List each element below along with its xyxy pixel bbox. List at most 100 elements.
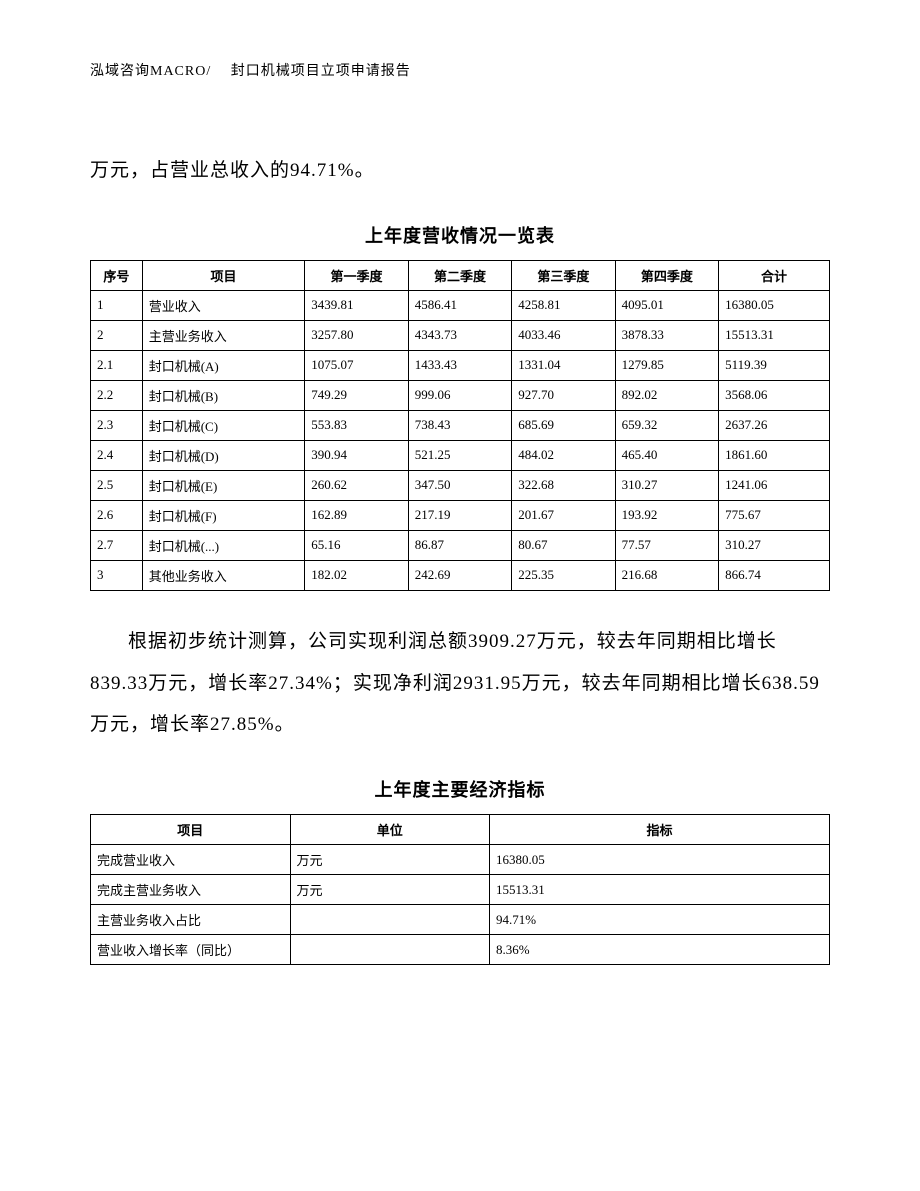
table-cell: 553.83 <box>305 410 408 440</box>
table-cell: 182.02 <box>305 560 408 590</box>
table-cell: 营业收入增长率（同比） <box>91 935 291 965</box>
table-cell: 1331.04 <box>512 350 615 380</box>
table-cell: 2 <box>91 320 143 350</box>
table-cell: 347.50 <box>408 470 511 500</box>
table-cell: 4095.01 <box>615 290 718 320</box>
col-header: 第三季度 <box>512 260 615 290</box>
table-row: 2.6封口机械(F)162.89217.19201.67193.92775.67 <box>91 500 830 530</box>
table-row: 营业收入增长率（同比） 8.36% <box>91 935 830 965</box>
table-cell: 封口机械(E) <box>142 470 305 500</box>
table-row: 1营业收入3439.814586.414258.814095.0116380.0… <box>91 290 830 320</box>
table-cell: 2.6 <box>91 500 143 530</box>
table-cell: 4586.41 <box>408 290 511 320</box>
table-cell: 2.7 <box>91 530 143 560</box>
table-cell <box>290 935 490 965</box>
table-cell: 738.43 <box>408 410 511 440</box>
table-cell: 封口机械(F) <box>142 500 305 530</box>
page-header: 泓域咨询MACRO/ 封口机械项目立项申请报告 <box>90 60 830 80</box>
table-cell: 685.69 <box>512 410 615 440</box>
table-cell: 465.40 <box>615 440 718 470</box>
table-cell: 201.67 <box>512 500 615 530</box>
table-cell: 封口机械(B) <box>142 380 305 410</box>
table-cell: 310.27 <box>719 530 830 560</box>
table-row: 2主营业务收入3257.804343.734033.463878.3315513… <box>91 320 830 350</box>
table-row: 完成主营业务收入万元15513.31 <box>91 875 830 905</box>
table-cell: 15513.31 <box>719 320 830 350</box>
table-cell: 927.70 <box>512 380 615 410</box>
table-row: 2.7封口机械(...)65.1686.8780.6777.57310.27 <box>91 530 830 560</box>
table-cell: 217.19 <box>408 500 511 530</box>
table-cell: 完成营业收入 <box>91 845 291 875</box>
table-cell: 892.02 <box>615 380 718 410</box>
table-row: 完成营业收入万元16380.05 <box>91 845 830 875</box>
table-cell: 1279.85 <box>615 350 718 380</box>
table-cell: 1 <box>91 290 143 320</box>
table-cell: 1241.06 <box>719 470 830 500</box>
table-cell: 4033.46 <box>512 320 615 350</box>
table-cell: 3257.80 <box>305 320 408 350</box>
table-cell: 260.62 <box>305 470 408 500</box>
col-header: 合计 <box>719 260 830 290</box>
col-header: 项目 <box>142 260 305 290</box>
col-header: 第二季度 <box>408 260 511 290</box>
table-cell: 4343.73 <box>408 320 511 350</box>
table-cell: 3878.33 <box>615 320 718 350</box>
table-cell: 2.4 <box>91 440 143 470</box>
table-cell: 16380.05 <box>719 290 830 320</box>
table-header-row: 项目 单位 指标 <box>91 815 830 845</box>
table-header-row: 序号 项目 第一季度 第二季度 第三季度 第四季度 合计 <box>91 260 830 290</box>
table-cell: 775.67 <box>719 500 830 530</box>
table-cell: 5119.39 <box>719 350 830 380</box>
indicators-table: 项目 单位 指标 完成营业收入万元16380.05完成主营业务收入万元15513… <box>90 814 830 965</box>
table-cell: 1433.43 <box>408 350 511 380</box>
table-cell: 322.68 <box>512 470 615 500</box>
table-cell: 77.57 <box>615 530 718 560</box>
table-cell: 242.69 <box>408 560 511 590</box>
table-cell: 310.27 <box>615 470 718 500</box>
table-cell: 15513.31 <box>490 875 830 905</box>
table-row: 2.2封口机械(B)749.29999.06927.70892.023568.0… <box>91 380 830 410</box>
table-cell: 万元 <box>290 845 490 875</box>
table-cell: 营业收入 <box>142 290 305 320</box>
table-row: 2.3封口机械(C)553.83738.43685.69659.322637.2… <box>91 410 830 440</box>
paragraph-2: 根据初步统计测算，公司实现利润总额3909.27万元，较去年同期相比增长839.… <box>90 621 830 746</box>
table-cell: 3439.81 <box>305 290 408 320</box>
table-row: 主营业务收入占比94.71% <box>91 905 830 935</box>
table-cell: 162.89 <box>305 500 408 530</box>
table-cell: 主营业务收入 <box>142 320 305 350</box>
col-header: 指标 <box>490 815 830 845</box>
table-cell: 封口机械(D) <box>142 440 305 470</box>
table-cell: 完成主营业务收入 <box>91 875 291 905</box>
col-header: 第四季度 <box>615 260 718 290</box>
table-cell: 万元 <box>290 875 490 905</box>
table-cell: 749.29 <box>305 380 408 410</box>
table-cell: 2.5 <box>91 470 143 500</box>
table-cell: 80.67 <box>512 530 615 560</box>
table-cell: 225.35 <box>512 560 615 590</box>
table-cell: 484.02 <box>512 440 615 470</box>
col-header: 第一季度 <box>305 260 408 290</box>
revenue-table: 序号 项目 第一季度 第二季度 第三季度 第四季度 合计 1营业收入3439.8… <box>90 260 830 591</box>
table-cell: 390.94 <box>305 440 408 470</box>
table2-title: 上年度主要经济指标 <box>90 776 830 802</box>
table-cell: 主营业务收入占比 <box>91 905 291 935</box>
table-cell: 封口机械(A) <box>142 350 305 380</box>
table-cell: 3 <box>91 560 143 590</box>
table-cell: 其他业务收入 <box>142 560 305 590</box>
table-row: 2.5封口机械(E)260.62347.50322.68310.271241.0… <box>91 470 830 500</box>
table-cell: 659.32 <box>615 410 718 440</box>
col-header: 单位 <box>290 815 490 845</box>
table1-title: 上年度营收情况一览表 <box>90 222 830 248</box>
table-cell: 封口机械(...) <box>142 530 305 560</box>
table-cell: 2637.26 <box>719 410 830 440</box>
table-cell: 2.2 <box>91 380 143 410</box>
table-cell: 8.36% <box>490 935 830 965</box>
table-cell: 216.68 <box>615 560 718 590</box>
table-cell: 封口机械(C) <box>142 410 305 440</box>
table-cell: 521.25 <box>408 440 511 470</box>
table-cell: 1861.60 <box>719 440 830 470</box>
paragraph-1: 万元，占营业总收入的94.71%。 <box>90 150 830 192</box>
table-cell: 3568.06 <box>719 380 830 410</box>
table-cell: 4258.81 <box>512 290 615 320</box>
table-cell: 2.3 <box>91 410 143 440</box>
